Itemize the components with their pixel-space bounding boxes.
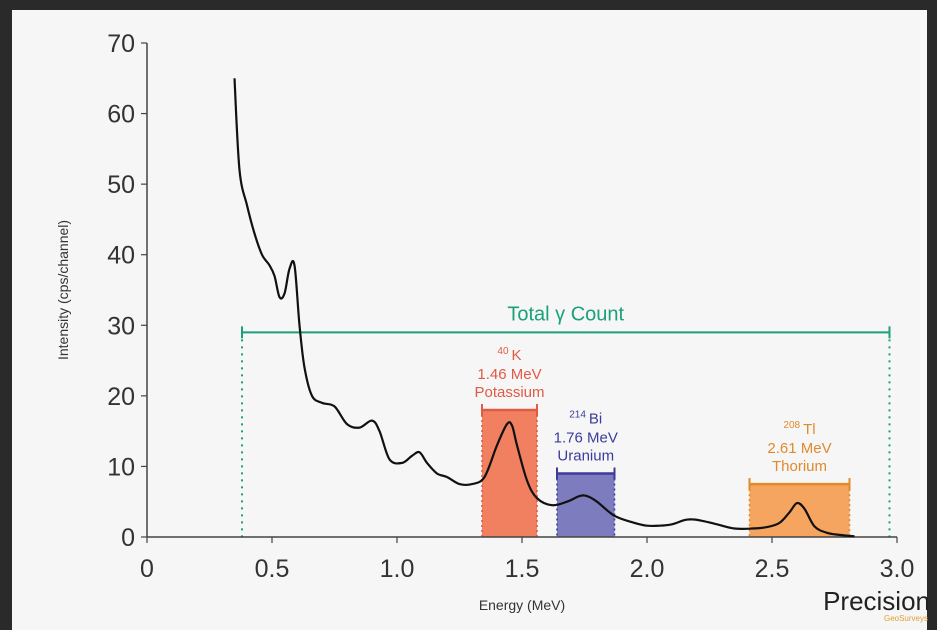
y-tick-label: 0 (121, 524, 135, 552)
y-tick-label: 10 (107, 453, 135, 481)
tick-labels: 0 0.5 1.0 1.5 2.0 2.5 3.0 0 10 20 30 40 50 60 70 (107, 30, 914, 583)
isotope-label: 40 K (497, 346, 521, 364)
x-tick-label: 0 (140, 555, 154, 583)
y-tick-label: 40 (107, 242, 135, 270)
element-label: Uranium (557, 447, 614, 464)
precision-logo: Precision GeoSurveys (823, 586, 930, 623)
y-tick-label: 50 (107, 171, 135, 199)
x-axis-label: Energy (MeV) (479, 597, 565, 613)
energy-label: 1.46 MeV (477, 366, 541, 383)
window-fill (557, 473, 615, 537)
x-tick-label: 2.5 (755, 555, 790, 583)
x-tick-label: 1.0 (380, 555, 415, 583)
y-tick-label: 20 (107, 383, 135, 411)
energy-label: 1.76 MeV (554, 429, 618, 446)
isotope-mass: 208 (783, 420, 800, 431)
isotope-symbol: Tl (803, 421, 816, 438)
energy-label: 2.61 MeV (767, 440, 831, 457)
logo-subtext: GeoSurveys (884, 614, 928, 623)
isotope-label: 214 Bi (569, 409, 602, 427)
total-count-label: Total γ Count (507, 303, 624, 325)
frame-border-right (927, 0, 937, 630)
y-axis-label: Intensity (cps/channel) (55, 220, 71, 360)
isotope-symbol: Bi (589, 410, 602, 427)
window-fill (749, 484, 850, 537)
x-tick-label: 2.0 (630, 555, 665, 583)
frame-border-left (0, 0, 12, 630)
logo-text: Precision (823, 586, 930, 616)
total-count-bracket: Total γ Count (241, 303, 891, 537)
isotope-label: 208 Tl (783, 420, 815, 438)
axes (141, 42, 898, 543)
window-fill (482, 409, 537, 537)
y-tick-label: 30 (107, 312, 135, 340)
element-label: Thorium (772, 458, 827, 475)
frame-border-top (0, 0, 937, 10)
x-tick-label: 3.0 (880, 555, 915, 583)
spectrum-curve (233, 78, 855, 538)
element-label: Potassium (474, 384, 544, 401)
x-tick-label: 1.5 (505, 555, 540, 583)
isotope-mass: 40 (497, 346, 509, 357)
isotope-mass: 214 (569, 409, 586, 420)
isotope-symbol: K (512, 347, 522, 364)
y-tick-label: 70 (107, 30, 135, 58)
y-tick-label: 60 (107, 101, 135, 129)
x-tick-label: 0.5 (255, 555, 290, 583)
